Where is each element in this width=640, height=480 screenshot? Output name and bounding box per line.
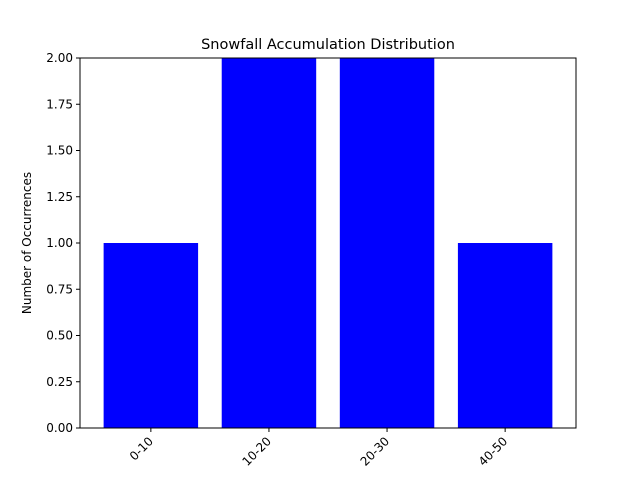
bar-20-30	[339, 58, 435, 428]
y-tick-label: 0.50	[46, 329, 73, 343]
y-tick-label: 0.75	[46, 282, 73, 296]
x-tick-label: 0-10	[127, 434, 156, 463]
bars-group	[103, 58, 553, 428]
plot-frame	[79, 57, 577, 429]
y-tick-label: 1.75	[46, 97, 73, 111]
x-tick-label: 20-30	[358, 434, 393, 469]
y-axis: 0.00 0.25 0.50 0.75 1.00 1.25 1.50 1.75 2.00	[46, 51, 80, 435]
y-tick-label: 1.25	[46, 190, 73, 204]
x-axis: 0-10 10-20 20-30 40-50	[127, 428, 510, 469]
bar-40-50	[457, 243, 553, 428]
y-tick-label: 1.00	[46, 236, 73, 250]
x-tick-label: 10-20	[240, 434, 275, 469]
y-tick-label: 0.25	[46, 375, 73, 389]
bar-0-10	[103, 243, 199, 428]
x-tick-label: 40-50	[476, 434, 511, 469]
y-tick-label: 2.00	[46, 51, 73, 65]
bar-10-20	[221, 58, 317, 428]
y-tick-label: 0.00	[46, 421, 73, 435]
y-axis-label: Number of Occurrences	[20, 172, 34, 314]
chart-title: Snowfall Accumulation Distribution	[201, 37, 455, 53]
y-tick-label: 1.50	[46, 144, 73, 158]
